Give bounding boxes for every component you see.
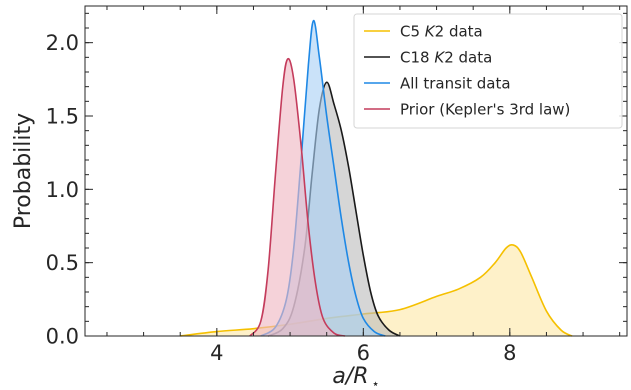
y-tick-label: 1.0 — [46, 178, 79, 202]
x-tick-label: 6 — [357, 341, 370, 365]
legend-label-c5: C5 K2 data — [400, 23, 483, 41]
legend-label-all: All transit data — [400, 75, 511, 93]
legend-entry-prior: Prior (Kepler's 3rd law) — [364, 101, 570, 119]
x-tick-label: 8 — [503, 341, 516, 365]
legend-label-prior: Prior (Kepler's 3rd law) — [400, 101, 570, 119]
y-tick-label: 2.0 — [46, 31, 79, 55]
legend-entry-all: All transit data — [364, 75, 511, 93]
legend-entry-c5: C5 K2 data — [364, 23, 483, 41]
y-tick-label: 1.5 — [46, 105, 79, 129]
tick-labels: 4 6 8 0.0 0.5 1.0 1.5 2.0 — [46, 31, 517, 365]
series-line-prior — [249, 57, 346, 337]
series-area-c5 — [180, 244, 573, 336]
plot-frame — [84, 5, 628, 337]
y-tick-label: 0.0 — [46, 325, 79, 349]
series-area-prior — [249, 58, 346, 336]
series-area-all — [260, 20, 386, 336]
x-axis-label-main: a/R — [332, 364, 368, 389]
x-axis-label-subscript: ⋆ — [372, 377, 380, 390]
x-axis-label: a/R ⋆ — [332, 364, 379, 390]
legend-label-c18: C18 K2 data — [400, 49, 492, 67]
legend: C5 K2 data C18 K2 data All transit data … — [353, 13, 623, 129]
legend-box — [353, 13, 623, 129]
legend-entry-c18: C18 K2 data — [364, 49, 492, 67]
ticks-layer — [85, 6, 627, 337]
x-tick-label: 4 — [210, 341, 223, 365]
series-layer — [180, 19, 573, 337]
y-axis-label: Probability — [11, 113, 36, 229]
y-tick-label: 0.5 — [46, 251, 79, 275]
